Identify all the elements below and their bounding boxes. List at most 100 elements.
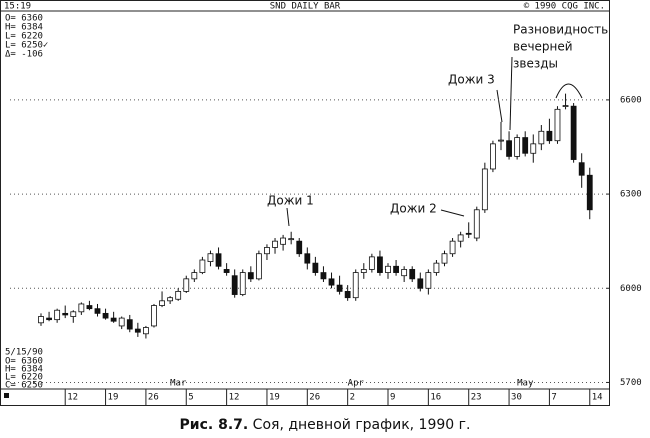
readout-line: L= 6220 — [5, 373, 43, 383]
readout-line: Δ= -106 — [5, 50, 43, 60]
annotation-arrow — [286, 207, 290, 227]
candle-body — [328, 278, 335, 286]
candle-body — [78, 303, 85, 313]
candle-body — [70, 311, 77, 317]
caption-label: Рис. 8.7. — [180, 417, 249, 433]
candle-body — [336, 284, 343, 292]
readout-line: L= 6220 — [5, 32, 43, 42]
candle-body — [183, 278, 190, 292]
annotation: Разновидность — [513, 23, 608, 37]
header-time: 15:19 — [4, 2, 31, 12]
readout-line: H= 6384 — [5, 365, 43, 375]
candle-body — [312, 262, 319, 273]
candle-body — [38, 316, 44, 324]
candle-body — [126, 319, 133, 330]
candle-body — [264, 247, 270, 255]
candle-body — [457, 234, 464, 242]
x-tick-label: 9 — [390, 393, 395, 403]
candle-body — [118, 317, 125, 327]
x-tick-label: 26 — [148, 393, 159, 403]
x-tick-label: 2 — [350, 393, 355, 403]
candle-body — [151, 305, 157, 327]
x-tick-label: 12 — [229, 393, 240, 403]
x-tick-label: 16 — [430, 393, 441, 403]
candle-body — [191, 272, 198, 280]
candle-body — [570, 105, 577, 160]
candle-body — [377, 256, 383, 273]
annotation-arrow — [509, 56, 513, 131]
x-tick-label: 19 — [108, 393, 119, 403]
candle-body — [304, 253, 311, 264]
candle-body — [586, 174, 593, 211]
candle-body — [578, 162, 585, 176]
candle-body — [223, 269, 230, 273]
candle-body — [62, 312, 69, 316]
candle-body — [239, 272, 246, 295]
candle-body — [159, 300, 165, 306]
candle-body — [481, 168, 488, 211]
candle-body — [255, 253, 262, 280]
x-tick-label: 14 — [592, 393, 603, 403]
candle-body — [368, 256, 375, 270]
annotation: Дожи 3 — [448, 73, 495, 87]
corner-marker — [4, 393, 9, 398]
readout-date: 5/15/90 — [5, 348, 43, 358]
readout-line: C= 6250 — [5, 381, 43, 391]
y-tick-label: 5700 — [620, 378, 642, 388]
candle-body — [280, 237, 287, 245]
month-label: May — [517, 379, 534, 389]
star-arc — [555, 83, 583, 99]
month-label: Mar — [170, 379, 187, 389]
candle-body — [393, 265, 399, 273]
candle-body — [134, 328, 141, 333]
candle-body — [231, 275, 238, 295]
annotation: звезды — [513, 57, 558, 71]
readout-line: O= 6360 — [5, 14, 43, 24]
annotation: вечерней — [513, 40, 573, 54]
candle-body — [215, 253, 222, 267]
month-label: Apr — [348, 379, 365, 389]
candle-body — [385, 265, 391, 273]
x-tick-label: 23 — [471, 393, 482, 403]
candle-body — [449, 240, 456, 255]
candle-body — [86, 305, 93, 310]
x-tick-label: 19 — [269, 393, 280, 403]
candle-body — [288, 238, 295, 241]
frame — [0, 0, 610, 406]
candle-body — [296, 240, 303, 255]
y-tick-label: 6000 — [620, 284, 642, 294]
annotation-arrow — [496, 89, 503, 123]
candle-body — [425, 272, 432, 289]
annotation: Дожи 1 — [267, 194, 314, 208]
candle-body — [417, 278, 424, 289]
candle-body — [514, 137, 521, 157]
candle-body — [538, 130, 545, 145]
annotation: Дожи 2 — [390, 202, 437, 216]
candle-body — [546, 130, 553, 142]
candle-body — [344, 291, 351, 299]
candle-body — [102, 312, 109, 319]
x-tick-label: 26 — [309, 393, 320, 403]
candle-body — [506, 140, 512, 157]
candle-body — [473, 209, 480, 239]
candle-body — [401, 269, 408, 277]
annotation-arrow — [440, 209, 465, 217]
candle-body — [562, 105, 569, 107]
candle-body — [498, 139, 504, 142]
readout-line: H= 6384 — [5, 23, 43, 33]
x-tick-label: 12 — [67, 393, 78, 403]
readout-line: O= 6360 — [5, 357, 43, 367]
candle-body — [360, 269, 367, 273]
candle-body — [554, 108, 561, 142]
chart-title: SND DAILY BAR — [270, 2, 341, 12]
header-copyright: © 1990 CQG INC. — [524, 2, 605, 12]
candle-body — [441, 253, 448, 264]
candle-body — [94, 308, 101, 314]
candle-body — [175, 291, 182, 300]
candle-body — [272, 240, 278, 248]
readout-line: L= 6250✓ — [5, 41, 48, 51]
candle-body — [320, 272, 327, 280]
y-tick-label: 6300 — [620, 190, 642, 200]
candle-body — [465, 232, 472, 235]
